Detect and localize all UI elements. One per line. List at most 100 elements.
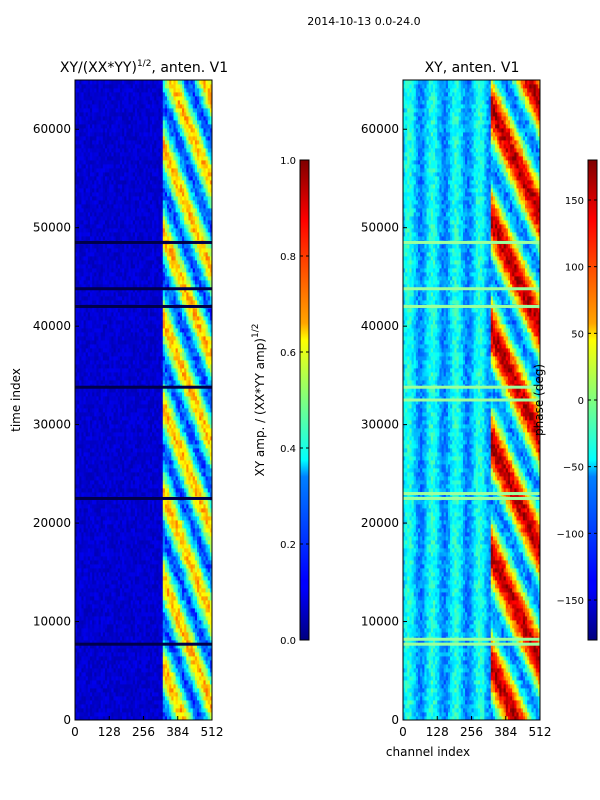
heatmap-cell — [201, 592, 204, 597]
heatmap-cell — [173, 644, 177, 649]
heatmap-cell — [104, 716, 108, 720]
heatmap-cell — [139, 536, 142, 541]
heatmap-cell — [122, 484, 125, 489]
heatmap-cell — [203, 684, 206, 689]
heatmap-cell — [122, 648, 125, 653]
heatmap-cell — [203, 636, 206, 641]
heatmap-cell — [160, 524, 164, 529]
heatmap-cell — [104, 652, 108, 657]
heatmap-cell — [182, 484, 185, 489]
heatmap-cell — [87, 528, 91, 533]
heatmap-cell — [182, 636, 185, 641]
heatmap-cell — [194, 716, 198, 720]
heatmap-cell — [182, 472, 185, 477]
heatmap-cell — [209, 624, 212, 629]
heatmap-cell — [124, 704, 127, 709]
heatmap-cell — [75, 524, 78, 529]
heatmap-cell — [122, 492, 125, 497]
heatmap-cell — [209, 568, 212, 573]
heatmap-cell — [107, 536, 110, 541]
heatmap-cell — [145, 408, 149, 413]
heatmap-cell — [100, 424, 104, 429]
heatmap-cell — [122, 524, 125, 529]
heatmap-cell — [152, 412, 155, 417]
heatmap-cell — [175, 708, 179, 713]
heatmap-cell — [139, 644, 142, 649]
heatmap-cell — [77, 696, 80, 701]
heatmap-cell — [192, 628, 196, 633]
heatmap-cell — [124, 652, 127, 657]
heatmap-cell — [119, 492, 123, 497]
heatmap-cell — [137, 576, 140, 581]
heatmap-cell — [173, 492, 177, 497]
heatmap-cell — [171, 632, 174, 637]
heatmap-cell — [160, 556, 164, 561]
heatmap-cell — [182, 432, 185, 437]
heatmap-cell — [162, 500, 166, 505]
heatmap-cell — [111, 444, 114, 449]
heatmap-cell — [79, 588, 82, 593]
heatmap-cell — [89, 668, 93, 673]
heatmap-cell — [100, 588, 104, 593]
heatmap-cell — [194, 616, 198, 621]
heatmap-cell — [201, 528, 204, 533]
heatmap-cell — [194, 544, 198, 549]
heatmap-cell — [139, 532, 142, 537]
heatmap-cell — [130, 576, 134, 581]
heatmap-cell — [87, 692, 91, 697]
heatmap-cell — [126, 416, 129, 421]
heatmap-cell — [182, 440, 185, 445]
heatmap-cell — [160, 432, 164, 437]
heatmap-cell — [199, 408, 202, 413]
heatmap-cell — [199, 704, 202, 709]
heatmap-cell — [209, 680, 212, 685]
heatmap-cell — [184, 472, 187, 477]
heatmap-cell — [207, 664, 211, 669]
heatmap-cell — [115, 612, 119, 617]
heatmap-cell — [171, 428, 174, 433]
heatmap-cell — [102, 608, 106, 613]
heatmap-cell — [81, 448, 84, 453]
heatmap-cell — [192, 580, 196, 585]
heatmap-cell — [158, 596, 162, 601]
heatmap-cell — [115, 680, 119, 685]
heatmap-cell — [109, 520, 112, 525]
heatmap-cell — [149, 600, 153, 605]
heatmap-cell — [126, 612, 129, 617]
heatmap-cell — [152, 488, 155, 493]
heatmap-cell — [85, 564, 89, 569]
heatmap-cell — [141, 712, 144, 717]
heatmap-cell — [96, 424, 99, 429]
heatmap-cell — [113, 716, 117, 720]
heatmap-cell — [160, 456, 164, 461]
heatmap-cell — [79, 452, 82, 457]
figure-title: 2014-10-13 0.0-24.0 — [307, 15, 420, 28]
heatmap-cell — [102, 644, 106, 649]
heatmap-cell — [141, 532, 144, 537]
heatmap-cell — [102, 676, 106, 681]
heatmap-cell — [77, 464, 80, 469]
heatmap-cell — [179, 556, 183, 561]
heatmap-cell — [94, 696, 97, 701]
heatmap-cell — [201, 704, 204, 709]
heatmap-cell — [179, 516, 183, 521]
heatmap-cell — [85, 664, 89, 669]
heatmap-cell — [175, 652, 179, 657]
heatmap-cell — [134, 672, 138, 677]
heatmap-cell — [145, 592, 149, 597]
heatmap-cell — [194, 480, 198, 485]
heatmap-cell — [109, 528, 112, 533]
heatmap-cell — [184, 564, 187, 569]
heatmap-cell — [164, 504, 168, 509]
heatmap-cell — [130, 428, 134, 433]
heatmap-cell — [194, 700, 198, 705]
heatmap-cell — [175, 448, 179, 453]
heatmap-cell — [132, 552, 136, 557]
heatmap-cell — [128, 676, 132, 681]
heatmap-cell — [96, 476, 99, 481]
heatmap-cell — [207, 552, 211, 557]
heatmap-cell — [160, 696, 164, 701]
heatmap-cell — [156, 520, 159, 525]
heatmap-cell — [126, 516, 129, 521]
heatmap-cell — [109, 708, 112, 713]
